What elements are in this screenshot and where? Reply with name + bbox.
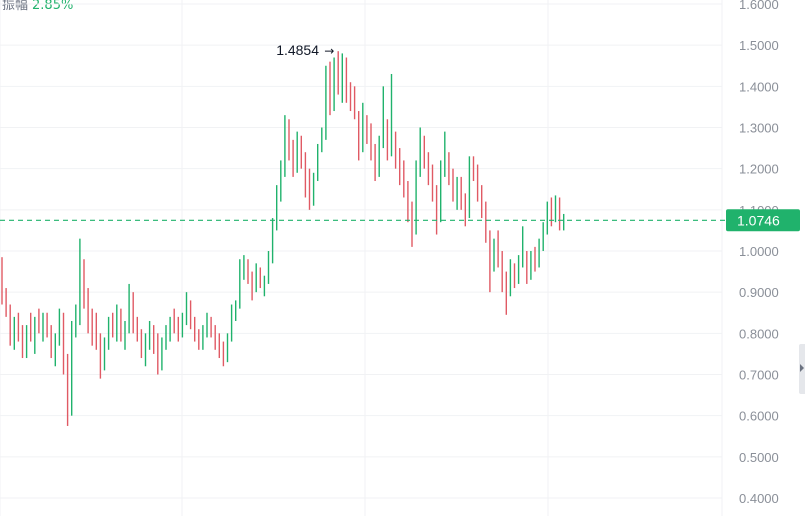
y-tick-label: 1.0000 (739, 244, 779, 259)
y-tick-label: 0.5000 (739, 450, 779, 465)
y-tick-label: 0.6000 (739, 409, 779, 424)
y-tick-label: 0.8000 (739, 326, 779, 341)
y-tick-label: 0.9000 (739, 285, 779, 300)
y-tick-label: 1.5000 (739, 38, 779, 53)
chevron-right-icon (800, 364, 804, 372)
y-tick-label: 1.2000 (739, 162, 779, 177)
amplitude-value: 2.85% (32, 0, 74, 13)
y-tick-label: 0.7000 (739, 368, 779, 383)
chart-grid (0, 0, 723, 516)
price-overlay: 1.0746 1.4854 → (0, 42, 800, 232)
y-tick-label: 1.3000 (739, 121, 779, 136)
current-price-badge (726, 209, 800, 232)
amplitude-indicator: 振幅 2.85% (2, 0, 73, 13)
y-tick-label: 0.4000 (739, 491, 779, 506)
y-tick-label: 1.6000 (739, 0, 779, 12)
candles-layer (1, 51, 565, 426)
y-tick-label: 1.4000 (739, 79, 779, 94)
right-arrow-icon: → (324, 44, 334, 58)
high-price-annotation: 1.4854 (276, 42, 319, 58)
side-panel-toggle[interactable] (799, 344, 805, 394)
y-axis: 1.60001.50001.40001.30001.20001.10001.00… (739, 0, 779, 506)
current-price-label: 1.0746 (737, 212, 780, 228)
amplitude-label: 振幅 (2, 0, 29, 13)
